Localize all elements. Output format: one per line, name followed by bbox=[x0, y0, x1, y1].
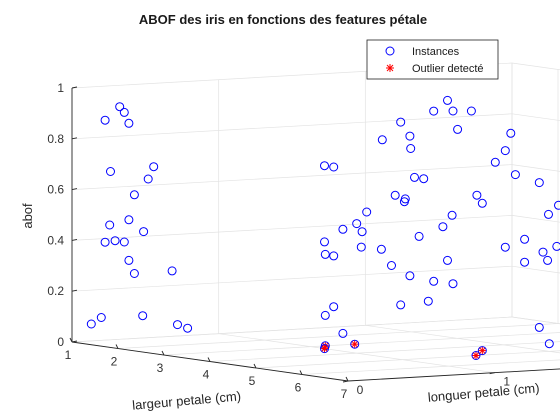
x-tick-label: 4 bbox=[203, 368, 210, 382]
outlier-point bbox=[472, 352, 480, 360]
z-tick-label: 0.4 bbox=[47, 233, 64, 247]
chart-title: ABOF des iris en fonctions des features … bbox=[139, 12, 427, 27]
x-tick-label: 1 bbox=[65, 348, 72, 362]
outlier-point bbox=[321, 345, 329, 353]
outlier-point bbox=[351, 340, 359, 348]
legend-label-outlier: Outlier detecté bbox=[412, 63, 484, 75]
z-tick-label: 0.6 bbox=[47, 183, 64, 197]
legend-asterisk-marker bbox=[386, 64, 394, 72]
x-tick-label: 5 bbox=[249, 374, 256, 388]
z-tick-label: 1 bbox=[57, 81, 64, 95]
z-axis-label: abof bbox=[20, 203, 35, 229]
x-tick-label: 3 bbox=[157, 361, 164, 375]
x-tick-label: 6 bbox=[295, 381, 302, 395]
legend-label-instances: Instances bbox=[412, 46, 460, 58]
y-tick-label: 0 bbox=[357, 383, 364, 397]
legend: Instances Outlier detecté bbox=[367, 40, 498, 79]
x-tick-label: 7 bbox=[341, 387, 348, 401]
z-tick-label: 0.2 bbox=[47, 284, 64, 298]
x-tick-label: 2 bbox=[111, 355, 118, 369]
z-tick-label: 0 bbox=[57, 335, 64, 349]
z-tick-label: 0.8 bbox=[47, 132, 64, 146]
